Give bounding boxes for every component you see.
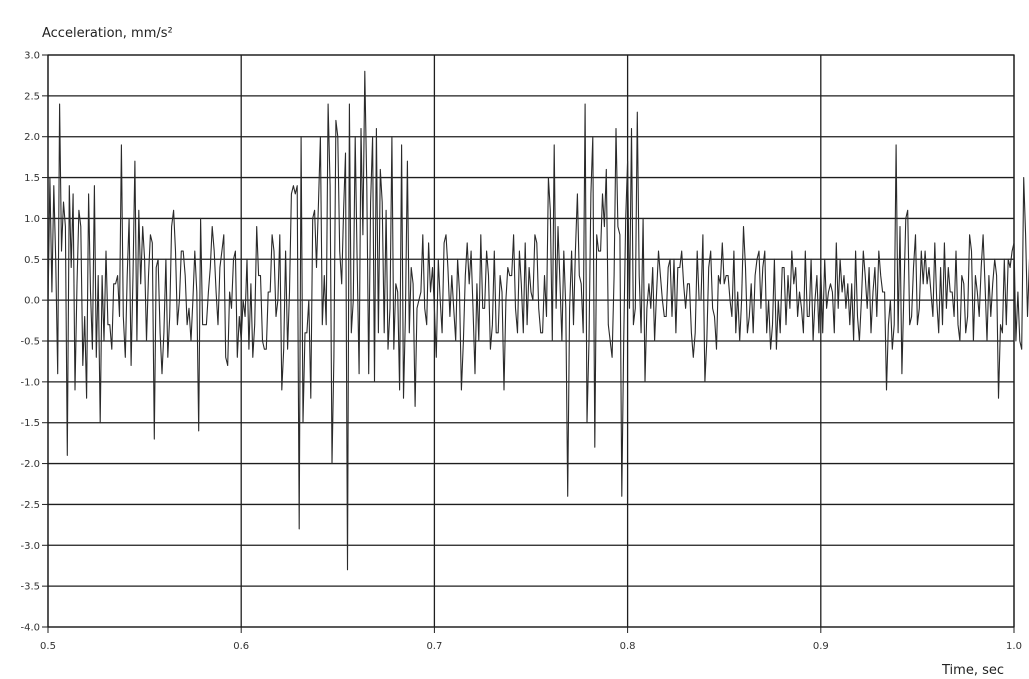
y-tick-label: -4.0 (20, 623, 40, 634)
x-tick-label: 0.8 (620, 641, 636, 652)
axes (42, 54, 1015, 633)
y-tick-label: 2.5 (24, 91, 40, 102)
y-tick-labels: 3.0 2.5 2.0 1.5 1.0 0.5 0.0 -0.5 -1.0 -1.5 -2.0 -2.… (20, 51, 40, 634)
y-tick-label: 0.0 (24, 296, 40, 307)
y-tick-label: 2.0 (24, 132, 40, 143)
x-tick-labels: 0.5 0.6 0.7 0.8 0.9 1.0 (40, 641, 1022, 652)
x-tick-label: 0.5 (40, 641, 56, 652)
y-tick-label: 0.5 (24, 255, 40, 266)
x-tick-label: 1.0 (1006, 641, 1022, 652)
y-tick-label: -1.0 (20, 377, 40, 388)
y-tick-label: 1.0 (24, 214, 40, 225)
x-tick-label: 0.9 (813, 641, 829, 652)
x-tick-label: 0.7 (426, 641, 442, 652)
y-axis-label: Acceleration, mm/s² (42, 26, 173, 41)
y-tick-label: -1.5 (20, 418, 40, 429)
series-layer (47, 70, 1029, 571)
x-tick-label: 0.6 (233, 641, 249, 652)
y-tick-label: -3.5 (20, 582, 40, 593)
plot-frame (47, 54, 1015, 628)
x-axis-label: Time, sec (941, 663, 1004, 678)
y-tick-label: -3.0 (20, 541, 40, 552)
y-tick-label: -0.5 (20, 337, 40, 348)
y-tick-label: -2.0 (20, 459, 40, 470)
series-line (47, 70, 1029, 571)
y-tick-label: -2.5 (20, 500, 40, 511)
y-tick-label: 1.5 (24, 173, 40, 184)
y-tick-label: 3.0 (24, 51, 40, 62)
